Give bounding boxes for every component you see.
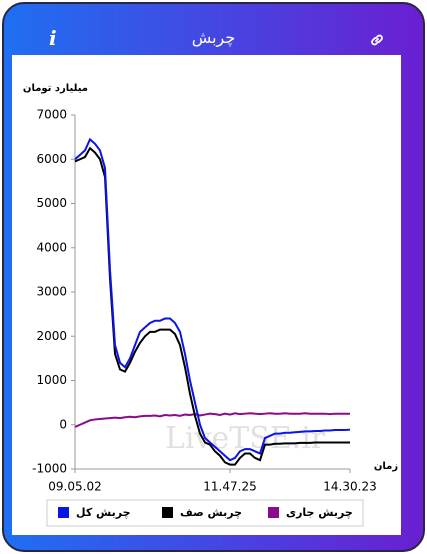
y-axis-label: میلیارد تومان: [23, 83, 88, 94]
y-tick-label: 6000: [36, 152, 67, 166]
legend-swatch: [162, 507, 173, 518]
y-tick-label: 5000: [36, 196, 67, 210]
watermark: LiveTSE.ir: [165, 421, 326, 456]
y-tick-label: 2000: [36, 329, 67, 343]
series-line: [74, 137, 351, 462]
legend: [46, 499, 364, 527]
y-tick-label: 4000: [36, 240, 67, 254]
x-tick-label: 14.30.23: [323, 480, 376, 494]
info-icon[interactable]: i: [49, 26, 57, 50]
y-tick-label: -1000: [32, 462, 67, 476]
page-title: چربش: [191, 28, 236, 47]
y-tick-label: 3000: [36, 285, 67, 299]
legend-label: چربش جاری: [286, 506, 353, 519]
y-tick-label: 0: [59, 417, 67, 431]
panel: [12, 55, 401, 535]
legend-swatch: [268, 507, 279, 518]
legend-swatch: [58, 507, 69, 518]
x-tick-label: 09.05.02: [48, 480, 101, 494]
x-tick-label: 11.47.25: [203, 480, 256, 494]
series-line: [74, 146, 350, 466]
y-tick-label: 7000: [36, 108, 67, 122]
legend-label: چربش کل: [76, 506, 131, 519]
x-axis-label: زمان: [374, 461, 398, 472]
series-line: [74, 412, 350, 428]
legend-label: چربش صف: [180, 506, 242, 519]
y-tick-label: 1000: [36, 373, 67, 387]
link-icon[interactable]: [369, 32, 385, 48]
